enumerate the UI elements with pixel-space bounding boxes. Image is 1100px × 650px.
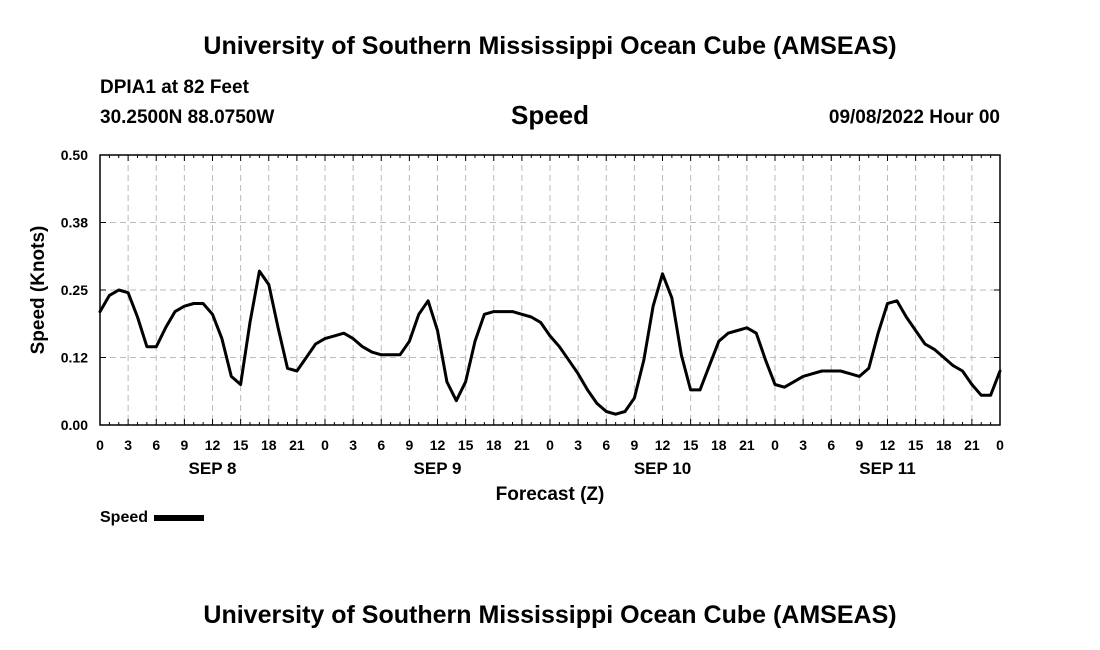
speed-series-line (98, 269, 1002, 416)
chart-title: Speed (510, 100, 590, 130)
y-axis-title: Speed (Knots) (28, 226, 49, 355)
x-tick-label: 9 (630, 437, 638, 453)
x-tick-label: 6 (152, 437, 160, 453)
x-tick-label: 9 (855, 437, 863, 453)
x-tick-label: 6 (377, 437, 385, 453)
x-tick-label: 0 (771, 437, 779, 453)
day-label: SEP 10 (634, 459, 691, 478)
x-tick-label: 3 (124, 437, 132, 453)
x-tick-label: 0 (546, 437, 554, 453)
x-tick-label: 3 (574, 437, 582, 453)
footer-title: University of Southern Mississippi Ocean… (203, 601, 897, 629)
y-tick-label: 0.25 (61, 282, 88, 298)
x-tick-label: 9 (405, 437, 413, 453)
axis-labels: 0 3 6 9 12 15 18 21 0 3 6 9 12 15 18 21 0 3 6 9 12 15 18 21 0 3 6 9… (61, 147, 1004, 478)
x-tick-label: 15 (458, 437, 474, 453)
plot-frame (99, 154, 1001, 426)
x-tick-label: 6 (827, 437, 835, 453)
y-tick-label: 0.12 (61, 350, 88, 366)
x-tick-label: 12 (655, 437, 671, 453)
legend-line-swatch (154, 514, 205, 521)
x-tick-label: 15 (233, 437, 249, 453)
x-tick-label: 15 (683, 437, 699, 453)
x-tick-label: 3 (799, 437, 807, 453)
station-label: DPIA1 at 82 Feet (100, 77, 249, 98)
x-tick-label: 18 (936, 437, 952, 453)
x-tick-label: 12 (205, 437, 221, 453)
x-tick-label: 6 (602, 437, 610, 453)
x-tick-label: 18 (711, 437, 727, 453)
x-tick-label: 21 (739, 437, 755, 453)
day-label: SEP 11 (859, 459, 915, 478)
x-tick-label: 18 (486, 437, 502, 453)
y-tick-label: 0.38 (61, 215, 88, 231)
x-tick-label: 0 (321, 437, 329, 453)
x-tick-label: 12 (430, 437, 446, 453)
page-title: University of Southern Mississippi Ocean… (203, 32, 897, 60)
x-tick-label: 21 (289, 437, 305, 453)
coordinates-label: 30.2500N 88.0750W (100, 107, 275, 128)
grid (100, 155, 1000, 425)
y-tick-label: 0.00 (61, 417, 88, 433)
day-label: SEP 9 (414, 459, 462, 478)
x-tick-label: 18 (261, 437, 277, 453)
x-tick-label: 12 (880, 437, 896, 453)
x-tick-label: 0 (996, 437, 1004, 453)
x-tick-label: 21 (514, 437, 530, 453)
x-tick-label: 21 (964, 437, 980, 453)
x-tick-label: 9 (180, 437, 188, 453)
forecast-datetime: 09/08/2022 Hour 00 (828, 107, 1000, 128)
x-axis-title: Forecast (Z) (496, 484, 605, 505)
legend: Speed (100, 509, 205, 527)
x-tick-label: 0 (96, 437, 104, 453)
y-tick-label: 0.50 (61, 147, 88, 163)
day-label: SEP 8 (189, 459, 237, 478)
legend-label: Speed (100, 509, 149, 526)
x-tick-label: 3 (349, 437, 357, 453)
x-tick-label: 15 (908, 437, 924, 453)
